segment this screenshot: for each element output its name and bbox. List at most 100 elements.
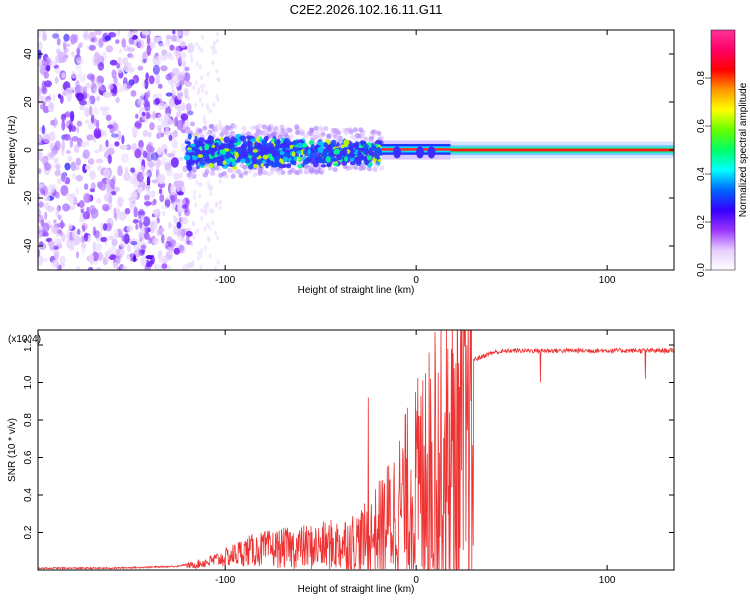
noise-speckle — [116, 196, 123, 207]
signal-blob — [343, 139, 350, 146]
noise-speckle — [192, 194, 196, 200]
signal-blob — [211, 147, 218, 152]
snr-panel: -100 0 100 0.2 0.4 0.6 0.8 1.0 1.2 Height of str… — [7, 329, 675, 595]
noise-speckle — [78, 42, 83, 48]
noise-speckle — [141, 111, 146, 117]
noise-speckle — [40, 99, 47, 106]
signal-blob — [291, 151, 296, 157]
noise-speckle — [67, 205, 76, 211]
noise-speckle — [157, 250, 163, 261]
noise-speckle — [38, 86, 42, 96]
signal-blob — [247, 145, 254, 153]
noise-speckle — [128, 54, 135, 59]
spectrogram-x-axis-label: Height of straight line (km) — [298, 285, 415, 296]
signal-halo — [204, 169, 210, 175]
signal-halo — [210, 170, 216, 176]
noise-speckle — [94, 149, 101, 154]
noise-speckle — [108, 235, 114, 241]
noise-speckle — [200, 215, 204, 221]
noise-speckle — [126, 225, 134, 232]
noise-speckle — [172, 203, 176, 209]
signal-halo — [266, 125, 272, 131]
noise-speckle — [104, 92, 113, 98]
signal-blob — [302, 149, 307, 155]
signal-blob — [243, 153, 249, 158]
noise-speckle — [113, 207, 117, 219]
signal-halo — [202, 125, 208, 131]
signal-blob — [188, 149, 193, 153]
noise-speckle — [162, 242, 168, 247]
noise-speckle — [173, 217, 179, 224]
signal-blob — [223, 136, 231, 144]
noise-speckle — [147, 47, 152, 52]
signal-blob — [325, 156, 331, 163]
noise-speckle — [49, 152, 55, 158]
signal-blob — [219, 144, 225, 148]
signal-halo — [257, 169, 263, 175]
spectrogram-panel: -100 0 100 -40 -20 0 20 40 Height of straight l… — [7, 29, 675, 296]
snr-y-tick-label: 1.0 — [23, 375, 34, 389]
noise-speckle — [152, 237, 160, 245]
noise-speckle — [166, 34, 172, 40]
noise-speckle — [60, 219, 64, 230]
noise-speckle — [202, 83, 206, 89]
noise-speckle — [147, 131, 152, 138]
noise-speckle — [174, 115, 178, 127]
noise-speckle — [158, 83, 163, 89]
signal-blob — [292, 140, 298, 146]
noise-speckle — [194, 80, 198, 86]
noise-speckle — [53, 159, 57, 168]
noise-speckle — [38, 181, 41, 191]
noise-speckle — [177, 72, 186, 81]
noise-speckle — [148, 75, 155, 85]
noise-speckle — [69, 239, 75, 248]
signal-blob — [207, 135, 215, 142]
noise-speckle — [53, 219, 57, 224]
noise-speckle — [75, 187, 79, 195]
signal-blob — [283, 164, 288, 168]
noise-speckle — [89, 170, 96, 180]
noise-speckle — [199, 264, 203, 270]
noise-speckle — [146, 239, 151, 245]
signal-blob — [330, 157, 338, 162]
noise-speckle — [170, 34, 177, 42]
noise-speckle — [178, 54, 182, 65]
noise-speckle — [104, 207, 109, 212]
noise-speckle — [212, 45, 216, 51]
noise-speckle — [103, 193, 111, 202]
signal-halo — [253, 132, 259, 138]
noise-speckle — [90, 182, 96, 190]
noise-speckle — [135, 113, 139, 119]
noise-speckle — [121, 153, 129, 163]
signal-blob — [308, 140, 315, 146]
signal-halo — [262, 170, 268, 176]
signal-blob — [364, 159, 370, 165]
noise-speckle — [87, 44, 95, 51]
noise-speckle — [218, 119, 222, 125]
noise-speckle — [94, 36, 100, 46]
noise-speckle — [127, 53, 133, 58]
noise-speckle — [199, 84, 203, 89]
noise-speckle — [201, 34, 205, 40]
signal-blob — [272, 152, 277, 158]
signal-blob — [204, 143, 210, 151]
noise-speckle — [96, 198, 102, 204]
noise-speckle — [49, 141, 54, 150]
noise-speckle — [216, 31, 220, 37]
signal-halo — [360, 132, 366, 138]
noise-speckle — [38, 150, 43, 161]
noise-speckle — [191, 259, 195, 265]
noise-speckle — [162, 210, 166, 217]
noise-speckle — [140, 92, 144, 98]
signal-blob — [269, 147, 276, 152]
noise-speckle — [76, 92, 85, 102]
noise-speckle — [87, 98, 91, 106]
noise-speckle — [74, 75, 82, 80]
signal-halo — [358, 166, 364, 171]
noise-speckle — [145, 259, 150, 268]
noise-speckle — [214, 265, 217, 270]
noise-speckle — [76, 47, 81, 56]
noise-speckle — [150, 152, 159, 161]
signal-blob — [307, 148, 311, 155]
signal-blob — [187, 133, 192, 140]
